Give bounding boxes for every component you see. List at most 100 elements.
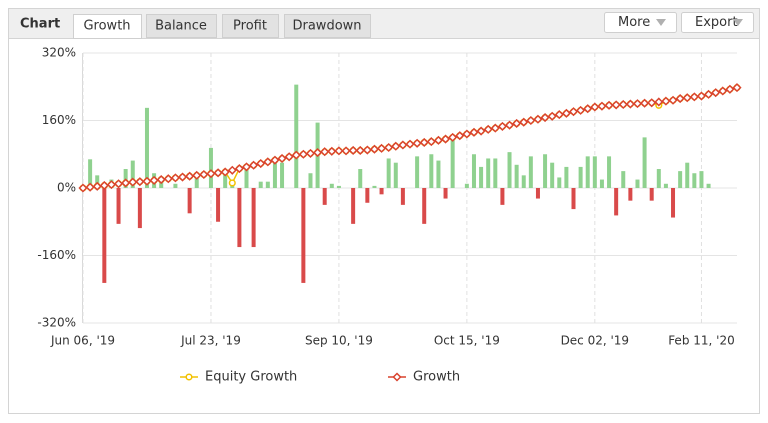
bar: [251, 188, 256, 248]
tab[interactable]: [222, 14, 279, 38]
bar: [557, 177, 562, 188]
marker: [476, 126, 486, 136]
marker: [526, 115, 536, 126]
marker: [533, 114, 543, 124]
marker: [611, 100, 621, 110]
bar: [272, 160, 277, 188]
tab-label[interactable]: Drawdown: [292, 19, 361, 34]
bar: [429, 154, 434, 188]
bar: [535, 188, 540, 199]
bar: [514, 164, 519, 188]
marker: [270, 155, 280, 165]
marker: [675, 94, 685, 104]
bar: [614, 188, 619, 216]
bar: [656, 169, 661, 188]
bar: [130, 160, 135, 188]
button[interactable]: [604, 12, 677, 33]
marker: [277, 153, 287, 164]
chart-label: Chart: [20, 17, 60, 32]
tab[interactable]: [73, 14, 142, 39]
marker: [398, 140, 408, 150]
marker: [392, 372, 402, 382]
legend-label: Growth: [413, 370, 460, 385]
y-tick-label: 320%: [42, 46, 76, 60]
bar: [322, 188, 327, 205]
marker: [462, 129, 472, 139]
marker: [228, 179, 236, 187]
bar: [564, 166, 569, 188]
button-label[interactable]: Export: [695, 15, 738, 30]
tab[interactable]: [146, 14, 217, 38]
bar: [571, 188, 576, 210]
marker: [704, 89, 714, 99]
bar: [642, 137, 647, 188]
bar: [621, 171, 626, 188]
marker: [490, 123, 500, 133]
marker: [654, 97, 664, 107]
bar: [358, 169, 363, 188]
tab-label[interactable]: Growth: [83, 19, 130, 34]
bar: [400, 188, 405, 205]
marker: [142, 176, 152, 186]
bar: [443, 188, 448, 199]
bar: [635, 179, 640, 188]
marker: [604, 100, 614, 110]
marker: [234, 164, 244, 174]
bar: [706, 183, 711, 188]
bar: [336, 185, 341, 188]
marker: [369, 144, 380, 154]
bar: [550, 162, 555, 188]
bar: [372, 185, 377, 188]
bar: [521, 175, 526, 188]
bar: [500, 188, 505, 205]
bar: [685, 162, 690, 188]
bar: [194, 175, 199, 188]
marker: [640, 98, 650, 108]
marker: [106, 180, 116, 190]
marker: [711, 88, 721, 98]
bar: [599, 179, 604, 188]
x-tick-label: Jul 23, '19: [180, 334, 241, 348]
marker: [185, 171, 195, 181]
marker: [504, 120, 515, 130]
marker: [497, 121, 507, 131]
tab-label[interactable]: Balance: [155, 19, 207, 34]
marker: [362, 145, 372, 155]
x-tick-label: Jun 06, '19: [50, 334, 115, 348]
marker: [448, 132, 458, 142]
bar: [415, 156, 420, 188]
marker: [298, 149, 308, 159]
tab-label[interactable]: Profit: [233, 19, 267, 34]
dropdown-arrow: [733, 19, 743, 26]
marker: [696, 91, 707, 101]
marker: [718, 86, 728, 96]
marker: [455, 131, 465, 141]
bar: [607, 156, 612, 188]
button-label[interactable]: More: [618, 15, 650, 30]
bar: [265, 181, 270, 188]
marker: [426, 137, 436, 147]
marker: [519, 117, 529, 127]
marker: [561, 108, 571, 118]
marker: [156, 175, 166, 185]
bar: [386, 158, 391, 188]
button[interactable]: [681, 12, 754, 33]
tab[interactable]: [284, 14, 371, 38]
bar: [88, 159, 93, 188]
bar: [585, 156, 590, 188]
marker: [199, 169, 209, 180]
bar: [301, 188, 306, 283]
bar: [137, 188, 142, 229]
dropdown-arrow: [656, 19, 666, 26]
marker: [192, 170, 202, 180]
marker: [682, 93, 692, 103]
marker: [590, 102, 600, 112]
bar: [280, 162, 285, 188]
marker: [327, 146, 337, 156]
bar: [258, 181, 263, 188]
bar: [479, 166, 484, 188]
bar: [464, 183, 469, 188]
y-tick-label: -320%: [37, 316, 76, 330]
